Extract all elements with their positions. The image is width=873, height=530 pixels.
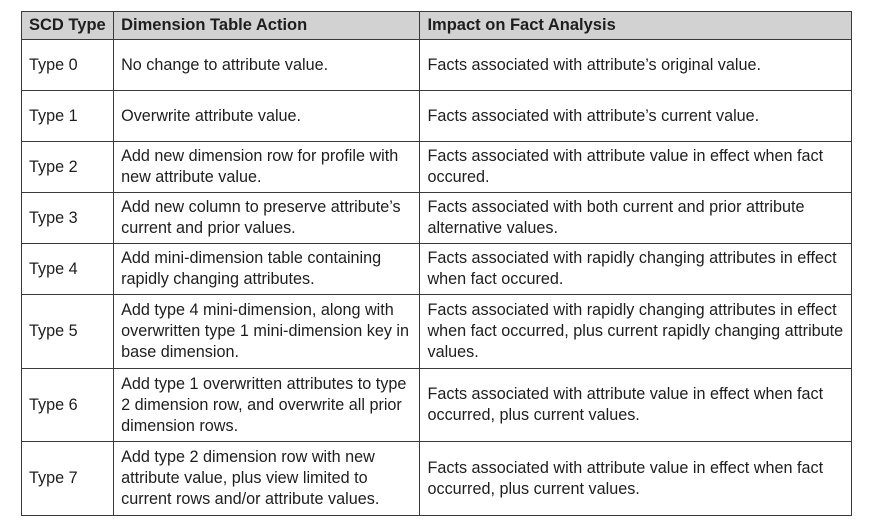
action-cell: Add type 2 dimension row with new attrib…	[113, 441, 421, 516]
table-header: SCD Type Dimension Table Action Impact o…	[20, 11, 852, 40]
header-dimension-table-action: Dimension Table Action	[113, 11, 421, 40]
impact-cell: Facts associated with attribute value in…	[419, 141, 852, 193]
table-row: Type 7 Add type 2 dimension row with new…	[20, 441, 852, 516]
scd-type-cell: Type 6	[20, 368, 115, 442]
table-row: Type 6 Add type 1 overwritten attributes…	[20, 368, 852, 442]
table-row: Type 0 No change to attribute value. Fac…	[20, 39, 852, 91]
header-scd-type: SCD Type	[20, 11, 115, 40]
table-body: Type 0 No change to attribute value. Fac…	[20, 39, 852, 516]
action-cell: Add type 1 overwritten attributes to typ…	[113, 368, 421, 442]
impact-cell: Facts associated with attribute value in…	[419, 441, 852, 516]
scd-type-cell: Type 7	[20, 441, 115, 516]
action-cell: Add new column to preserve attribute’s c…	[113, 192, 421, 244]
header-impact-on-fact-analysis: Impact on Fact Analysis	[419, 11, 852, 40]
scd-type-cell: Type 0	[20, 39, 115, 91]
impact-cell: Facts associated with attribute’s origin…	[419, 39, 852, 91]
table-row: Type 1 Overwrite attribute value. Facts …	[20, 90, 852, 142]
scd-type-cell: Type 4	[20, 243, 115, 295]
table-row: Type 2 Add new dimension row for profile…	[20, 141, 852, 193]
action-cell: Add type 4 mini-dimension, along with ov…	[113, 294, 421, 369]
scd-type-cell: Type 5	[20, 294, 115, 369]
impact-cell: Facts associated with rapidly changing a…	[419, 243, 852, 295]
impact-cell: Facts associated with attribute’s curren…	[419, 90, 852, 142]
scd-types-table: SCD Type Dimension Table Action Impact o…	[20, 11, 852, 516]
impact-cell: Facts associated with attribute value in…	[419, 368, 852, 442]
action-cell: Add new dimension row for profile with n…	[113, 141, 421, 193]
action-cell: No change to attribute value.	[113, 39, 421, 91]
impact-cell: Facts associated with rapidly changing a…	[419, 294, 852, 369]
action-cell: Overwrite attribute value.	[113, 90, 421, 142]
action-cell: Add mini-dimension table containing rapi…	[113, 243, 421, 295]
table-row: Type 4 Add mini-dimension table containi…	[20, 243, 852, 295]
scd-type-cell: Type 3	[20, 192, 115, 244]
table-row: Type 5 Add type 4 mini-dimension, along …	[20, 294, 852, 369]
scd-type-cell: Type 1	[20, 90, 115, 142]
scd-type-cell: Type 2	[20, 141, 115, 193]
header-row: SCD Type Dimension Table Action Impact o…	[20, 11, 852, 40]
impact-cell: Facts associated with both current and p…	[419, 192, 852, 244]
table-row: Type 3 Add new column to preserve attrib…	[20, 192, 852, 244]
